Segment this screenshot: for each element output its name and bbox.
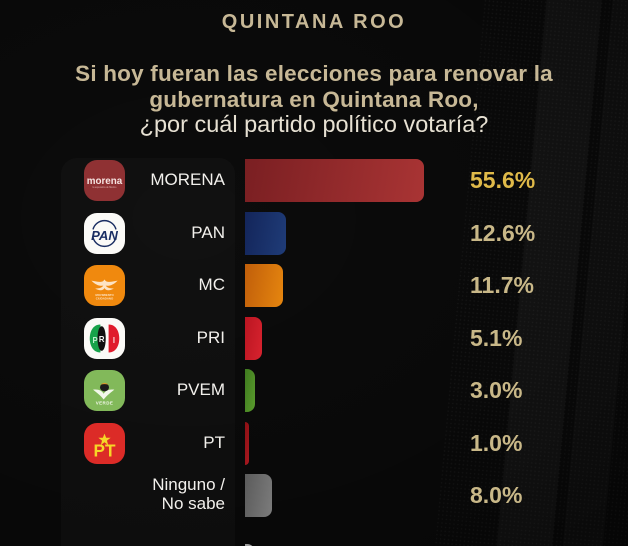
svg-text:VERDE: VERDE bbox=[96, 400, 114, 405]
svg-text:CIUDADANO: CIUDADANO bbox=[96, 296, 114, 300]
